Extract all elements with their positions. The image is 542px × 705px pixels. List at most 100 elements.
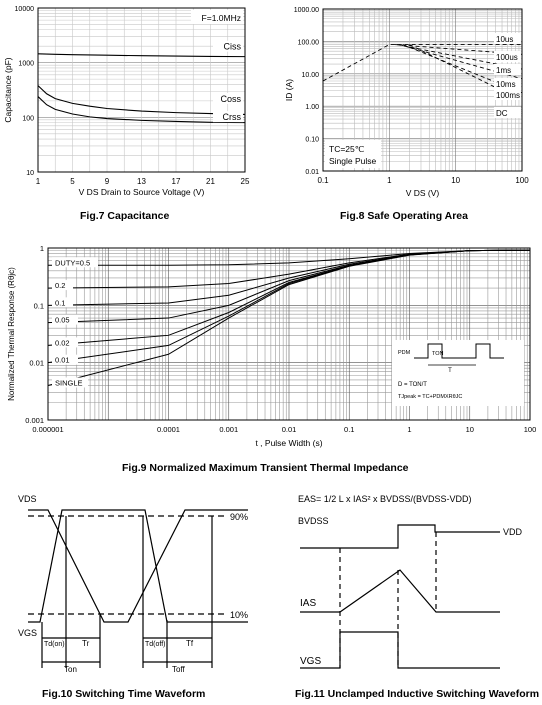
series-label: SINGLE — [55, 378, 83, 387]
y-tick-label: 10 — [26, 170, 34, 177]
x-tick-label: 25 — [241, 177, 250, 186]
x-tick-label: 17 — [172, 177, 181, 186]
plot-frame — [322, 8, 523, 172]
inset-duty-equation: D = TON/T — [398, 382, 427, 388]
x-tick-label: 10 — [451, 176, 460, 185]
series-line-crss — [37, 96, 246, 124]
series-line-coss — [37, 85, 246, 115]
ias-waveform — [300, 569, 500, 613]
x-tick-label: 9 — [105, 177, 110, 186]
tr-label: Tr — [82, 639, 90, 648]
fig9-caption: Fig.9 Normalized Maximum Transient Therm… — [122, 462, 409, 474]
single-pulse-annotation: Single Pulse — [329, 156, 377, 166]
label-bg — [494, 78, 521, 89]
frequency-annotation: F=1.0MHz — [202, 13, 241, 23]
series-label-dc: DC — [496, 109, 508, 118]
series-label-100us: 100us — [496, 53, 518, 62]
inset-t-label: T — [448, 368, 452, 374]
label-bg — [52, 337, 78, 348]
inset-box — [392, 340, 524, 406]
vgs-waveform — [28, 509, 248, 623]
series-line-10us — [322, 44, 522, 82]
series-label: 0.02 — [55, 338, 70, 347]
fig10-caption: Fig.10 Switching Time Waveform — [42, 688, 206, 700]
series-label-10ms: 10ms — [496, 80, 516, 89]
y-tick-label: 0.01 — [29, 359, 44, 368]
series-line-ciss — [37, 53, 246, 58]
y-tick-label: 0.10 — [305, 137, 319, 144]
label-bg — [494, 33, 521, 44]
vds-label: VDS — [18, 494, 37, 504]
inset-pdm-label: PDM — [398, 350, 411, 356]
tdon-label: Td(on) — [44, 641, 65, 648]
y-axis-label: Capacitance (pF) — [3, 57, 13, 122]
vgs-label: VGS — [300, 656, 321, 667]
y-tick-label: 100 — [22, 115, 34, 122]
series-label-crss: Crss — [223, 112, 242, 122]
label-bg — [52, 257, 98, 268]
x-tick-label: 1 — [407, 425, 411, 434]
bvdss-waveform — [300, 524, 500, 549]
y-tick-label: 1000 — [18, 61, 34, 68]
toff-label: Toff — [172, 665, 186, 674]
x-tick-label: 0.000001 — [32, 425, 63, 434]
y-tick-label: 1000.00 — [294, 7, 319, 14]
x-tick-label: 100 — [515, 176, 529, 185]
series-line — [47, 249, 531, 386]
x-tick-label: 0.01 — [282, 425, 297, 434]
annotation-box — [325, 140, 381, 168]
x-tick-label: 0.1 — [317, 176, 329, 185]
series-label-100ms: 100ms — [496, 91, 520, 100]
label-bg — [494, 89, 521, 100]
label-bg — [52, 377, 88, 388]
series-label: 0.01 — [55, 356, 70, 365]
x-axis-label: V DS Drain to Source Voltage (V) — [79, 187, 205, 197]
series-label-ciss: Ciss — [224, 42, 242, 52]
vds-waveform — [28, 509, 248, 623]
bvdss-label: BVDSS — [298, 516, 329, 526]
inset-tj-equation: TJpeak = TC+PDMXRθJC — [398, 394, 462, 400]
series-label: DUTY=0.5 — [55, 258, 90, 267]
ton-label: Ton — [64, 665, 77, 674]
annotation-box — [191, 10, 243, 24]
y-tick-label: 10.00 — [301, 72, 319, 79]
x-tick-label: 10 — [466, 425, 474, 434]
series-label: 0.1 — [55, 298, 65, 307]
vdd-label: VDD — [503, 527, 523, 537]
label-bg — [494, 107, 521, 118]
p90-label: 90% — [230, 512, 248, 522]
eas-equation: EAS= 1/2 L x IAS² x BVDSS/(BVDSS-VDD) — [298, 494, 471, 504]
y-tick-label: 1.00 — [305, 104, 319, 111]
x-axis-label: t , Pulse Width (s) — [255, 438, 322, 448]
series-label-coss: Coss — [220, 94, 241, 104]
tf-label: Tf — [186, 639, 194, 648]
vgs-label: VGS — [18, 628, 37, 638]
pulse-train — [414, 343, 504, 359]
y-tick-label: 0.001 — [25, 416, 44, 425]
y-tick-label: 100.00 — [298, 39, 320, 46]
label-bg — [494, 51, 521, 62]
series-label-1ms: 1ms — [496, 66, 511, 75]
label-bg — [52, 354, 78, 365]
plot-frame — [37, 7, 246, 173]
fig11-caption: Fig.11 Unclamped Inductive Switching Wav… — [295, 688, 540, 700]
x-tick-label: 1 — [36, 177, 41, 186]
y-axis-label: Normalized Thermal Response (Rθjc) — [7, 267, 16, 401]
label-bg — [52, 280, 73, 291]
x-tick-label: 0.001 — [219, 425, 238, 434]
tdoff-label: Td(off) — [145, 641, 166, 648]
tc-annotation: TC=25℃ — [329, 144, 365, 154]
x-axis-label: V DS (V) — [406, 188, 440, 198]
series-label-10us: 10us — [496, 35, 513, 44]
label-bg — [494, 64, 521, 75]
y-tick-label: 0.1 — [34, 301, 44, 310]
p10-label: 10% — [230, 610, 248, 620]
y-tick-label: 1 — [40, 244, 44, 253]
x-tick-label: 21 — [206, 177, 215, 186]
label-bg — [213, 111, 243, 123]
